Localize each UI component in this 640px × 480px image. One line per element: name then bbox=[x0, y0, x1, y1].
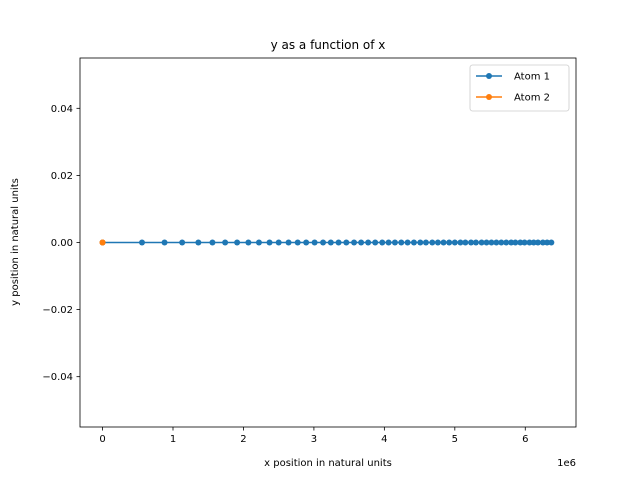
series-2-point bbox=[99, 239, 106, 246]
series-1-point bbox=[303, 239, 310, 246]
series-1-point bbox=[417, 239, 424, 246]
series-1-point bbox=[472, 239, 479, 246]
series-1-point bbox=[391, 239, 398, 246]
series-1-point bbox=[534, 239, 541, 246]
series-1-point bbox=[327, 239, 334, 246]
series-1-point bbox=[398, 239, 405, 246]
x-tick-label: 5 bbox=[452, 434, 458, 445]
series-1-point bbox=[343, 239, 350, 246]
series-1-point bbox=[365, 239, 372, 246]
x-axis-offset-text: 1e6 bbox=[557, 458, 576, 469]
series-1-point bbox=[245, 239, 252, 246]
series-1-point bbox=[440, 239, 447, 246]
series-1-point bbox=[422, 239, 429, 246]
series-1-point bbox=[179, 239, 186, 246]
series-1-point bbox=[294, 239, 301, 246]
x-tick-label: 6 bbox=[522, 434, 528, 445]
series-1-point bbox=[275, 239, 282, 246]
series-1-point bbox=[358, 239, 365, 246]
x-tick-label: 3 bbox=[311, 434, 317, 445]
series-1-point bbox=[503, 239, 510, 246]
series-1-point bbox=[195, 239, 202, 246]
series-1-point bbox=[222, 239, 229, 246]
series-1-point bbox=[410, 239, 417, 246]
series-1-point bbox=[139, 239, 145, 246]
series-1-point bbox=[311, 239, 318, 246]
series-1-point bbox=[446, 239, 453, 246]
series-1-point bbox=[539, 239, 546, 246]
series-1-point bbox=[512, 239, 519, 246]
series-1-point bbox=[548, 239, 555, 246]
series-1-point bbox=[351, 239, 358, 246]
series-1-point bbox=[498, 239, 505, 246]
series-1-point bbox=[335, 239, 342, 246]
series-1-point bbox=[457, 239, 464, 246]
series-1-point bbox=[488, 239, 495, 246]
chart-title: y as a function of x bbox=[271, 38, 386, 52]
series-1-point bbox=[530, 239, 537, 246]
series-1-point bbox=[385, 239, 392, 246]
x-tick-label: 4 bbox=[381, 434, 387, 445]
series-1-point bbox=[451, 239, 458, 246]
x-tick-label: 1 bbox=[170, 434, 176, 445]
series-1-point bbox=[161, 239, 168, 246]
legend-label-2: Atom 2 bbox=[514, 93, 550, 104]
x-tick-label: 0 bbox=[99, 434, 105, 445]
y-tick-label: −0.02 bbox=[42, 305, 73, 316]
x-tick-label: 2 bbox=[240, 434, 246, 445]
axes: 0 1 2 3 4 5 6 −0.04 −0.02 0.00 0.02 0.04 bbox=[42, 57, 577, 445]
legend-marker-2 bbox=[486, 94, 492, 100]
series-1-point bbox=[266, 239, 273, 246]
series-1-point bbox=[468, 239, 475, 246]
series-1-point bbox=[521, 239, 528, 246]
y-tick-label: −0.04 bbox=[42, 372, 73, 383]
series-1-point bbox=[372, 239, 379, 246]
y-tick-label: 0.00 bbox=[51, 238, 73, 249]
series-1-point bbox=[255, 239, 262, 246]
series-1-point bbox=[526, 239, 533, 246]
series-1-point bbox=[517, 239, 524, 246]
series-1-point bbox=[434, 239, 441, 246]
x-axis-label: x position in natural units bbox=[264, 458, 392, 469]
series-1-point bbox=[544, 239, 551, 246]
series-1-point bbox=[234, 239, 241, 246]
series-1-point bbox=[209, 239, 216, 246]
series-1-point bbox=[404, 239, 411, 246]
y-tick-label: 0.02 bbox=[51, 171, 73, 182]
y-axis-label: y position in natural units bbox=[10, 178, 21, 306]
series-1-point bbox=[493, 239, 500, 246]
series-1-point bbox=[379, 239, 386, 246]
series-1-point bbox=[462, 239, 469, 246]
series-1-point bbox=[478, 239, 485, 246]
legend: Atom 1 Atom 2 bbox=[469, 64, 570, 112]
legend-marker-1 bbox=[486, 73, 492, 79]
series-1-point bbox=[320, 239, 327, 246]
plot-content bbox=[99, 239, 555, 246]
series-1-point bbox=[508, 239, 515, 246]
series-1-point bbox=[429, 239, 436, 246]
legend-label-1: Atom 1 bbox=[514, 72, 550, 83]
series-1-point bbox=[483, 239, 490, 246]
y-tick-label: 0.04 bbox=[51, 104, 73, 115]
series-1-point bbox=[285, 239, 292, 246]
